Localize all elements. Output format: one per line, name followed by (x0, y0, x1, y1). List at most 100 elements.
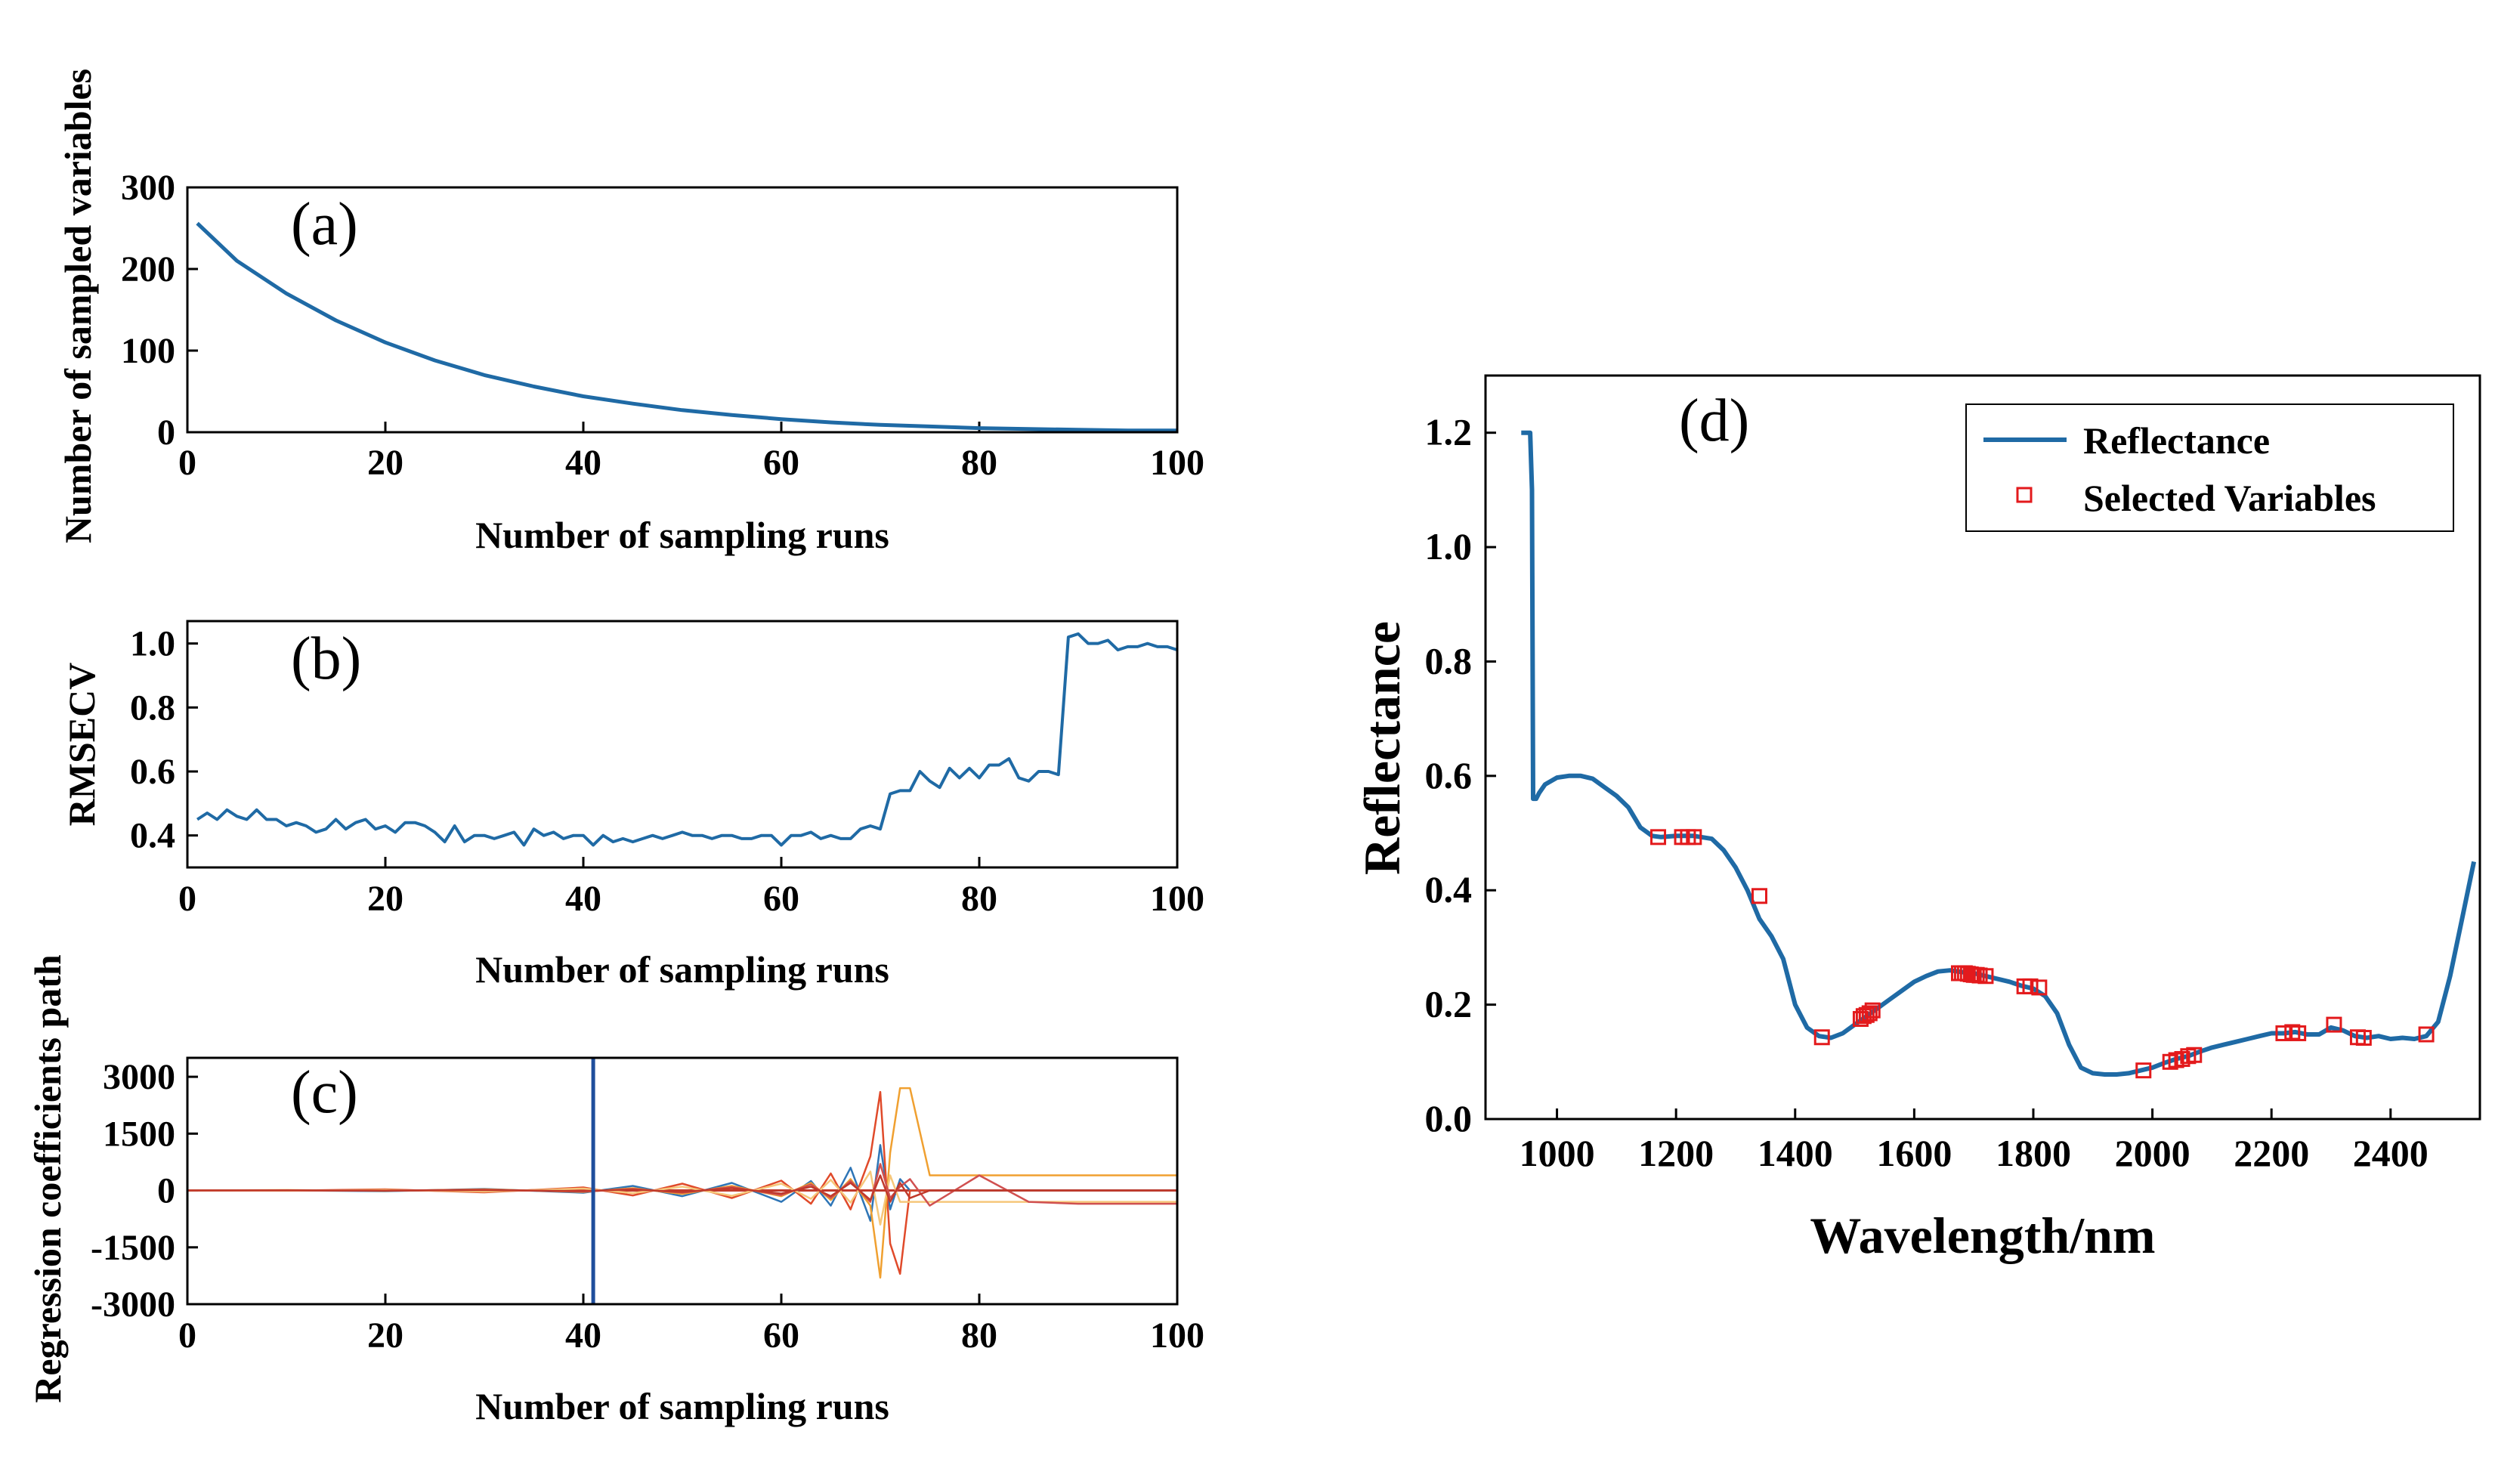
selected-variable-marker (2418, 1026, 2435, 1043)
y-tick-label: 1.2 (1425, 411, 1473, 453)
panel-b-label: (b) (291, 626, 361, 692)
panel-b-x-axis-label: Number of sampling runs (475, 948, 889, 991)
panel-b-x-axis: 0 20 40 60 80 100 (178, 857, 1204, 919)
x-tick-label: 0 (178, 879, 196, 919)
panel-c-x-axis-label: Number of sampling runs (475, 1385, 889, 1427)
panel-d-x-axis-label: Wavelength/nm (1810, 1207, 2155, 1264)
y-tick-label: 1.0 (1425, 525, 1473, 567)
y-tick-label: 0 (157, 1171, 175, 1211)
y-tick-label: 0 (157, 413, 175, 453)
panel-a-frame (186, 186, 1179, 434)
legend-selected-label: Selected Variables (2083, 477, 2376, 519)
panel-c-y-axis-label: Regression coefficients path (26, 954, 69, 1403)
panel-c-x-axis: 0 20 40 60 80 100 (178, 1294, 1204, 1356)
selected-variable-marker (2355, 1030, 2372, 1047)
panel-b-plot-area (196, 632, 1177, 847)
panel-d-label: (d) (1679, 388, 1749, 454)
x-tick-label: 20 (367, 443, 403, 483)
panel-a: (a) 0 20 40 60 80 100 0 100 200 300 Number of sa… (57, 69, 1204, 556)
panel-b: (b) 0 20 40 60 80 100 0.4 0.6 0.8 1.0 Number of … (60, 620, 1204, 991)
panel-a-label: (a) (291, 191, 358, 258)
y-tick-label: 1500 (103, 1114, 175, 1154)
x-tick-label: 80 (961, 879, 997, 919)
y-tick-label: -3000 (91, 1285, 175, 1325)
x-tick-label: 100 (1150, 879, 1204, 919)
x-tick-label: 100 (1150, 1316, 1204, 1356)
selected-variable-marker (1650, 829, 1667, 846)
y-tick-label: 300 (121, 168, 175, 208)
panel-c-y-axis: 3000 1500 0 -1500 -3000 (91, 1057, 198, 1325)
x-tick-label: 1200 (1638, 1132, 1714, 1174)
x-tick-label: 20 (367, 1316, 403, 1356)
x-tick-label: 60 (763, 443, 799, 483)
panel-b-y-axis-label: RMSECV (60, 663, 103, 827)
y-tick-label: 0.4 (130, 816, 175, 856)
x-tick-label: 1400 (1758, 1132, 1833, 1174)
panel-a-y-axis: 0 100 200 300 (121, 168, 198, 453)
x-tick-label: 0 (178, 443, 196, 483)
y-tick-label: 0.6 (130, 752, 175, 792)
panel-c: (c) 0 20 40 60 80 100 3000 1500 0 -1500 -3000 Num… (26, 954, 1204, 1427)
selected-variable-marker (2186, 1047, 2203, 1063)
panel-d-y-axis-label: Reflectance (1353, 621, 1411, 875)
x-tick-label: 60 (763, 879, 799, 919)
selected-variable-marker (1861, 1005, 1878, 1022)
x-tick-label: 1800 (1996, 1132, 2071, 1174)
panel-a-y-axis-label: Number of sampled variables (57, 69, 99, 543)
panel-d-x-axis: 1000 1200 1400 1600 1800 2000 2200 2400 (1520, 1108, 2429, 1174)
panel-a-x-axis: 0 20 40 60 80 100 (178, 422, 1204, 483)
panel-b-frame (186, 620, 1179, 869)
y-tick-label: 1.0 (130, 624, 175, 664)
panel-d: (d) 1000 1200 1400 1600 1800 2000 2200 2400 0.0… (1353, 374, 2481, 1264)
panel-c-label: (c) (291, 1059, 358, 1126)
y-tick-label: 0.8 (130, 688, 175, 728)
x-tick-label: 2400 (2353, 1132, 2429, 1174)
y-tick-label: 100 (121, 331, 175, 371)
legend: Reflectance Selected Variables (1965, 403, 2454, 532)
panel-c-frame (186, 1056, 1179, 1306)
x-tick-label: 40 (565, 1316, 601, 1356)
legend-box (1965, 403, 2454, 532)
y-tick-label: 0.0 (1425, 1097, 1473, 1139)
x-tick-label: 20 (367, 879, 403, 919)
panel-a-plot-area (196, 221, 1177, 432)
y-tick-label: 0.6 (1425, 754, 1473, 796)
selected-variable-marker (2326, 1016, 2342, 1033)
series-line-path-4 (187, 1170, 1177, 1226)
y-tick-label: 3000 (103, 1057, 175, 1097)
series-line-rmsecv (196, 632, 1177, 847)
selected-variable-marker (2290, 1025, 2307, 1041)
x-tick-label: 0 (178, 1316, 196, 1356)
legend-reflectance-label: Reflectance (2083, 419, 2270, 462)
selected-variable-marker (2022, 978, 2039, 994)
x-tick-label: 40 (565, 443, 601, 483)
selected-variable-marker (2031, 979, 2048, 996)
x-tick-label: 60 (763, 1316, 799, 1356)
panel-c-plot-area (187, 1058, 1177, 1304)
panel-a-x-axis-label: Number of sampling runs (475, 514, 889, 556)
x-tick-label: 2200 (2234, 1132, 2309, 1174)
y-tick-label: 0.4 (1425, 868, 1473, 910)
legend-selected-swatch (2016, 487, 2033, 503)
x-tick-label: 80 (961, 1316, 997, 1356)
y-tick-label: -1500 (91, 1228, 175, 1268)
selected-variable-marker (1864, 1002, 1881, 1019)
selected-variable-marker (2275, 1025, 2292, 1041)
selected-variable-marker (2135, 1062, 2152, 1079)
selected-variable-marker (1686, 829, 1702, 846)
selected-variable-marker (1977, 968, 1994, 985)
x-tick-label: 100 (1150, 443, 1204, 483)
series-line-path-6 (187, 1174, 1177, 1203)
x-tick-label: 40 (565, 879, 601, 919)
y-tick-label: 200 (121, 249, 175, 289)
x-tick-label: 1000 (1520, 1132, 1595, 1174)
selected-variable-marker (1813, 1029, 1830, 1046)
x-tick-label: 1600 (1876, 1132, 1952, 1174)
y-tick-label: 0.8 (1425, 639, 1473, 682)
selected-variable-marker (1751, 888, 1767, 904)
panel-b-y-axis: 0.4 0.6 0.8 1.0 (130, 624, 198, 856)
panel-d-plot-area (1521, 430, 2477, 1079)
panel-d-frame (1484, 374, 2481, 1121)
series-line-path-5 (187, 1163, 1177, 1207)
